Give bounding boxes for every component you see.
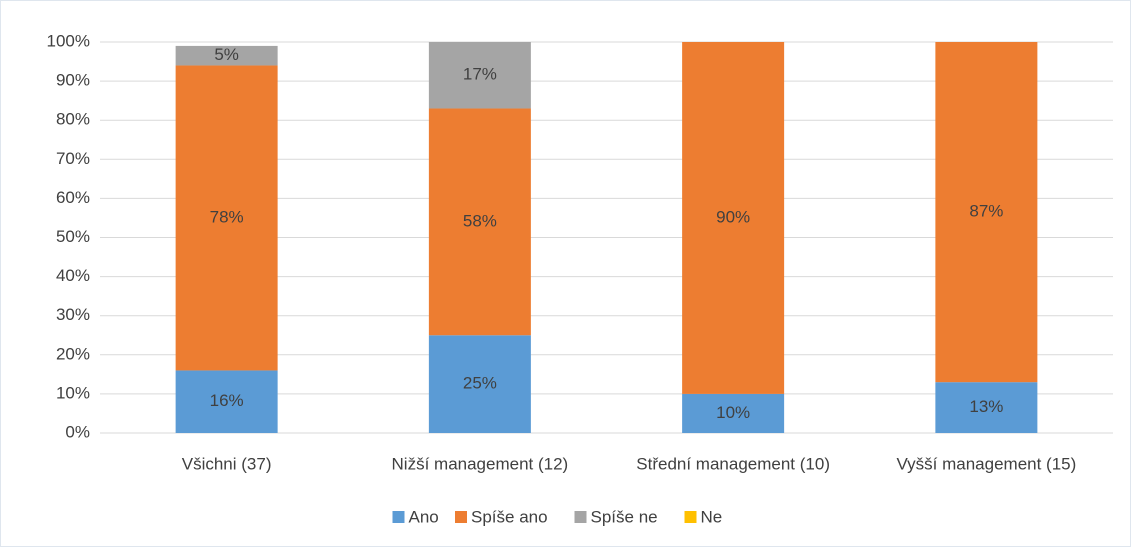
bar-segment <box>175 370 278 433</box>
bar-segment <box>175 45 278 66</box>
legend-label: Ano <box>409 507 439 526</box>
legend-swatch <box>392 511 405 523</box>
data-label: 16% <box>210 391 244 410</box>
legend-label: Spíše ne <box>591 507 658 526</box>
bar-segment <box>428 335 531 433</box>
legend-swatch <box>574 511 587 523</box>
legend-swatch <box>684 511 697 523</box>
bar-segment <box>935 382 1038 433</box>
data-label: 5% <box>214 45 239 64</box>
y-tick-label: 80% <box>56 110 90 129</box>
bar-segment <box>428 42 531 109</box>
legend-swatch <box>455 511 467 523</box>
data-label: 90% <box>716 207 750 226</box>
data-label: 87% <box>969 202 1003 221</box>
data-label: 13% <box>969 397 1003 416</box>
legend-label: Spíše ano <box>471 507 548 526</box>
bar-segment <box>175 65 278 371</box>
y-tick-label: 50% <box>56 227 90 246</box>
y-tick-label: 60% <box>56 188 90 207</box>
y-tick-label: 0% <box>65 422 90 441</box>
bar-segment <box>682 393 785 433</box>
bar-segment <box>428 108 531 336</box>
x-tick-label: Vyšší management (15) <box>896 454 1076 473</box>
y-tick-label: 70% <box>56 149 90 168</box>
data-label: 17% <box>463 65 497 84</box>
data-label: 58% <box>463 211 497 230</box>
y-tick-label: 40% <box>56 266 90 285</box>
x-tick-label: Nižší management (12) <box>392 454 569 473</box>
y-tick-label: 30% <box>56 305 90 324</box>
data-label: 10% <box>716 403 750 422</box>
data-label: 78% <box>210 207 244 226</box>
x-tick-label: Střední management (10) <box>636 454 830 473</box>
y-tick-label: 90% <box>56 71 90 90</box>
y-tick-label: 100% <box>47 31 90 50</box>
bar-segment <box>682 42 785 394</box>
y-tick-label: 10% <box>56 383 90 402</box>
data-label: 25% <box>463 374 497 393</box>
bar-segment <box>935 42 1038 383</box>
y-tick-label: 20% <box>56 344 90 363</box>
x-tick-label: Všichni (37) <box>182 454 272 473</box>
legend-label: Ne <box>701 507 723 526</box>
